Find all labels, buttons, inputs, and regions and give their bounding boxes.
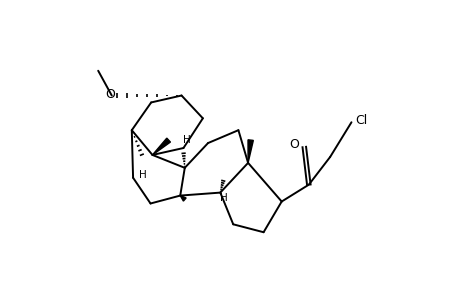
Text: H: H: [139, 170, 146, 180]
Text: H: H: [182, 135, 190, 145]
Text: H: H: [219, 193, 227, 202]
Polygon shape: [152, 138, 170, 155]
Polygon shape: [247, 140, 253, 163]
Text: Cl: Cl: [354, 114, 366, 127]
Text: O: O: [105, 88, 115, 101]
Text: O: O: [288, 138, 298, 151]
Polygon shape: [180, 196, 186, 201]
